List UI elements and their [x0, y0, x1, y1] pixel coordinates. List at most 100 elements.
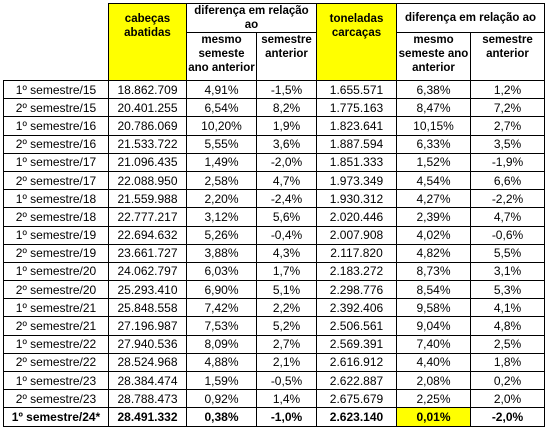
cell: 8,47%: [396, 98, 471, 118]
row-label: 2º semestre/23: [3, 389, 109, 409]
row-label: 2º semestre/15: [3, 98, 109, 118]
cell: 4,82%: [396, 243, 471, 263]
header-group: diferença em relação ao: [396, 3, 545, 33]
row-label: 1º semestre/15: [3, 79, 109, 100]
table-row: 1º semestre/18 21.559.988 2,20% -2,4% 1.930.…: [3, 189, 545, 209]
header-cell: mesmo semeste ano anterior: [186, 32, 257, 81]
cell: -2,4%: [256, 189, 317, 209]
row-label: 2º semestre/16: [3, 134, 109, 154]
cell: 22.777.217: [108, 207, 187, 227]
header-cell: cabeças abatidas: [108, 3, 187, 81]
row-label: 1º semestre/16: [3, 116, 109, 136]
cell: -2,2%: [470, 189, 545, 209]
header-cell: toneladas carcaças: [316, 3, 397, 81]
cell: 1,52%: [396, 152, 471, 172]
cell: 2.616.912: [316, 352, 397, 373]
cell: 0,92%: [186, 389, 257, 409]
cell: 21.559.988: [108, 189, 187, 209]
cell: 2,0%: [470, 389, 545, 409]
table-row: 1º semestre/16 20.786.069 10,20% 1,9% 1.823.…: [3, 116, 545, 136]
cell: 4,54%: [396, 170, 471, 191]
cell: 5,3%: [470, 280, 545, 300]
table-row: 1º semestre/15 18.862.709 4,91% -1,5% 1.655.…: [3, 79, 545, 100]
cell: 20.786.069: [108, 116, 187, 136]
header-cell: mesmo semeste ano anterior: [396, 32, 471, 81]
cell: 7,2%: [470, 98, 545, 118]
cell: 8,09%: [186, 334, 257, 354]
cell: 1.823.641: [316, 116, 397, 136]
cell: 2.623.140: [316, 407, 397, 427]
table-row: 2º semestre/17 22.088.950 2,58% 4,7% 1.973.3…: [3, 170, 545, 191]
table-header: cabeças abatidas diferença em relação ao…: [3, 3, 545, 81]
table-row: 2º semestre/15 20.401.255 6,54% 8,2% 1.775.1…: [3, 98, 545, 118]
cell: 7,42%: [186, 298, 257, 318]
cell: 6,38%: [396, 79, 471, 100]
cell: 1.655.571: [316, 79, 397, 100]
cell: 0,38%: [186, 407, 257, 427]
cell: 9,04%: [396, 316, 471, 336]
header-row: mesmo semeste ano anterior semestre ante…: [4, 32, 545, 81]
cell: 3,6%: [256, 134, 317, 154]
cell: 0,01%: [396, 407, 471, 427]
cell: -1,5%: [256, 79, 317, 100]
data-table: cabeças abatidas diferença em relação ao…: [3, 3, 545, 427]
cell: 6,6%: [470, 170, 545, 191]
row-label: 1º semestre/17: [3, 152, 109, 172]
cell: -2,0%: [470, 407, 545, 427]
cell: 1,7%: [256, 261, 317, 282]
cell: 8,2%: [256, 98, 317, 118]
table-row: 1º semestre/23 28.384.474 1,59% -0,5% 2.622.…: [3, 370, 545, 391]
row-label: 2º semestre/20: [3, 280, 109, 300]
cell: 1,2%: [470, 79, 545, 100]
cell: 4,8%: [470, 316, 545, 336]
header-row: cabeças abatidas diferença em relação ao…: [3, 3, 545, 81]
cell: 21.096.435: [108, 152, 187, 172]
table-row: 2º semestre/19 23.661.727 3,88% 4,3% 2.117.8…: [3, 243, 545, 263]
cell: 1.887.594: [316, 134, 397, 154]
cell: 4,1%: [470, 298, 545, 318]
table-body: 1º semestre/15 18.862.709 4,91% -1,5% 1.655.…: [3, 79, 545, 427]
row-label: 1º semestre/24*: [3, 407, 109, 427]
cell: 5,55%: [186, 134, 257, 154]
cell: 3,88%: [186, 243, 257, 263]
table-row: 2º semestre/18 22.777.217 3,12% 5,6% 2.020.4…: [3, 207, 545, 227]
table-row: 2º semestre/21 27.196.987 7,53% 5,2% 2.506.5…: [3, 316, 545, 336]
table-row: 1º semestre/22 27.940.536 8,09% 2,7% 2.569.3…: [3, 334, 545, 354]
cell: 4,40%: [396, 352, 471, 373]
table-row: 2º semestre/16 21.533.722 5,55% 3,6% 1.887.5…: [3, 134, 545, 154]
table-row: 2º semestre/22 28.524.968 4,88% 2,1% 2.616.9…: [3, 352, 545, 373]
cell: 5,2%: [256, 316, 317, 336]
cell: 4,88%: [186, 352, 257, 373]
cell: 2,7%: [470, 116, 545, 136]
cell: -2,0%: [256, 152, 317, 172]
cell: 4,02%: [396, 225, 471, 245]
row-label: 2º semestre/18: [3, 207, 109, 227]
cell: 5,1%: [256, 280, 317, 300]
cell: 8,54%: [396, 280, 471, 300]
cell: 27.940.536: [108, 334, 187, 354]
cell: 2.675.679: [316, 389, 397, 409]
cell: -0,6%: [470, 225, 545, 245]
cell: 2,7%: [256, 334, 317, 354]
cell: 9,58%: [396, 298, 471, 318]
cell: 21.533.722: [108, 134, 187, 154]
cell: 1,4%: [256, 389, 317, 409]
cell: 1,9%: [256, 116, 317, 136]
cell: -0,5%: [256, 370, 317, 391]
row-label: 2º semestre/22: [3, 352, 109, 373]
cell: 1.775.163: [316, 98, 397, 118]
header-group: diferença em relação ao: [186, 3, 317, 33]
table-row: 2º semestre/23 28.788.473 0,92% 1,4% 2.675.6…: [3, 389, 545, 409]
cell: 2,2%: [256, 298, 317, 318]
cell: 1.851.333: [316, 152, 397, 172]
cell: 27.196.987: [108, 316, 187, 336]
cell: 2.183.272: [316, 261, 397, 282]
cell: 5,26%: [186, 225, 257, 245]
row-label: 1º semestre/19: [3, 225, 109, 245]
table-row: 1º semestre/24* 28.491.332 0,38% -1,0% 2.623…: [3, 407, 545, 427]
table-row: 2º semestre/20 25.293.410 6,90% 5,1% 2.298.7…: [3, 280, 545, 300]
cell: 4,91%: [186, 79, 257, 100]
cell: 6,33%: [396, 134, 471, 154]
cell: 18.862.709: [108, 79, 187, 100]
row-label: 1º semestre/21: [3, 298, 109, 318]
